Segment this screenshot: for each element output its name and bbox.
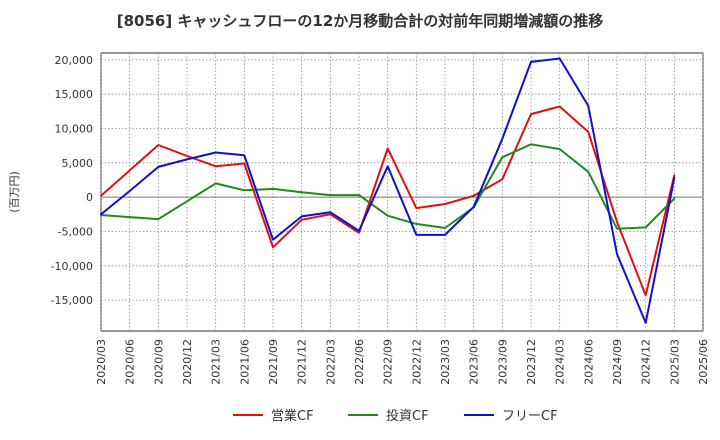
x-tick-label: 2022/06 <box>353 339 366 385</box>
y-tick-label: -10,000 <box>51 260 93 273</box>
x-tick-label: 2022/12 <box>410 339 423 385</box>
x-tick-label: 2023/03 <box>439 339 452 385</box>
x-tick-label: 2024/12 <box>640 339 653 385</box>
legend-label: フリーCF <box>502 409 558 424</box>
legend-label: 投資CF <box>386 408 429 424</box>
x-tick-label: 2022/09 <box>382 339 395 385</box>
x-tick-label: 2023/09 <box>496 339 509 385</box>
x-tick-label: 2021/09 <box>267 339 280 385</box>
y-tick-label: -15,000 <box>51 294 93 307</box>
x-tick-label: 2020/03 <box>95 339 108 385</box>
y-tick-label: 5,000 <box>62 157 94 170</box>
plot-area <box>100 52 704 332</box>
x-tick-label: 2025/03 <box>668 339 681 385</box>
y-tick-label: -5,000 <box>58 225 93 238</box>
x-tick-label: 2025/06 <box>697 339 710 385</box>
legend-label: 営業CF <box>271 408 314 424</box>
y-tick-label: 10,000 <box>55 123 94 136</box>
x-tick-label: 2020/09 <box>152 339 165 385</box>
chart-title: [8056] キャッシュフローの12か月移動合計の対前年同期増減額の推移 <box>116 12 604 30</box>
series <box>100 57 676 324</box>
x-tick-label: 2021/06 <box>238 339 251 385</box>
y-tick-label: 0 <box>86 191 93 204</box>
grid <box>100 52 704 332</box>
x-tick-label: 2024/09 <box>611 339 624 385</box>
y-axis-label: (百万円) <box>8 171 21 213</box>
legend: 営業CF 投資CF フリーCF <box>233 408 558 424</box>
x-tick-label: 2020/12 <box>181 339 194 385</box>
axes: 20,000 15,000 10,000 5,000 0 -5,000 -10,000 -15… <box>8 54 710 385</box>
series-line <box>100 143 676 230</box>
x-tick-label: 2021/12 <box>296 339 309 385</box>
x-tick-label: 2023/12 <box>525 339 538 385</box>
x-tick-label: 2020/06 <box>124 339 137 385</box>
x-tick-label: 2024/03 <box>554 339 567 385</box>
x-tick-label: 2023/06 <box>468 339 481 385</box>
y-tick-label: 15,000 <box>55 88 94 101</box>
series-line <box>100 105 676 297</box>
x-tick-label: 2022/03 <box>324 339 337 385</box>
x-tick-label: 2024/06 <box>582 339 595 385</box>
series-line <box>100 57 676 324</box>
y-tick-label: 20,000 <box>55 54 94 67</box>
x-tick-label: 2021/03 <box>210 339 223 385</box>
